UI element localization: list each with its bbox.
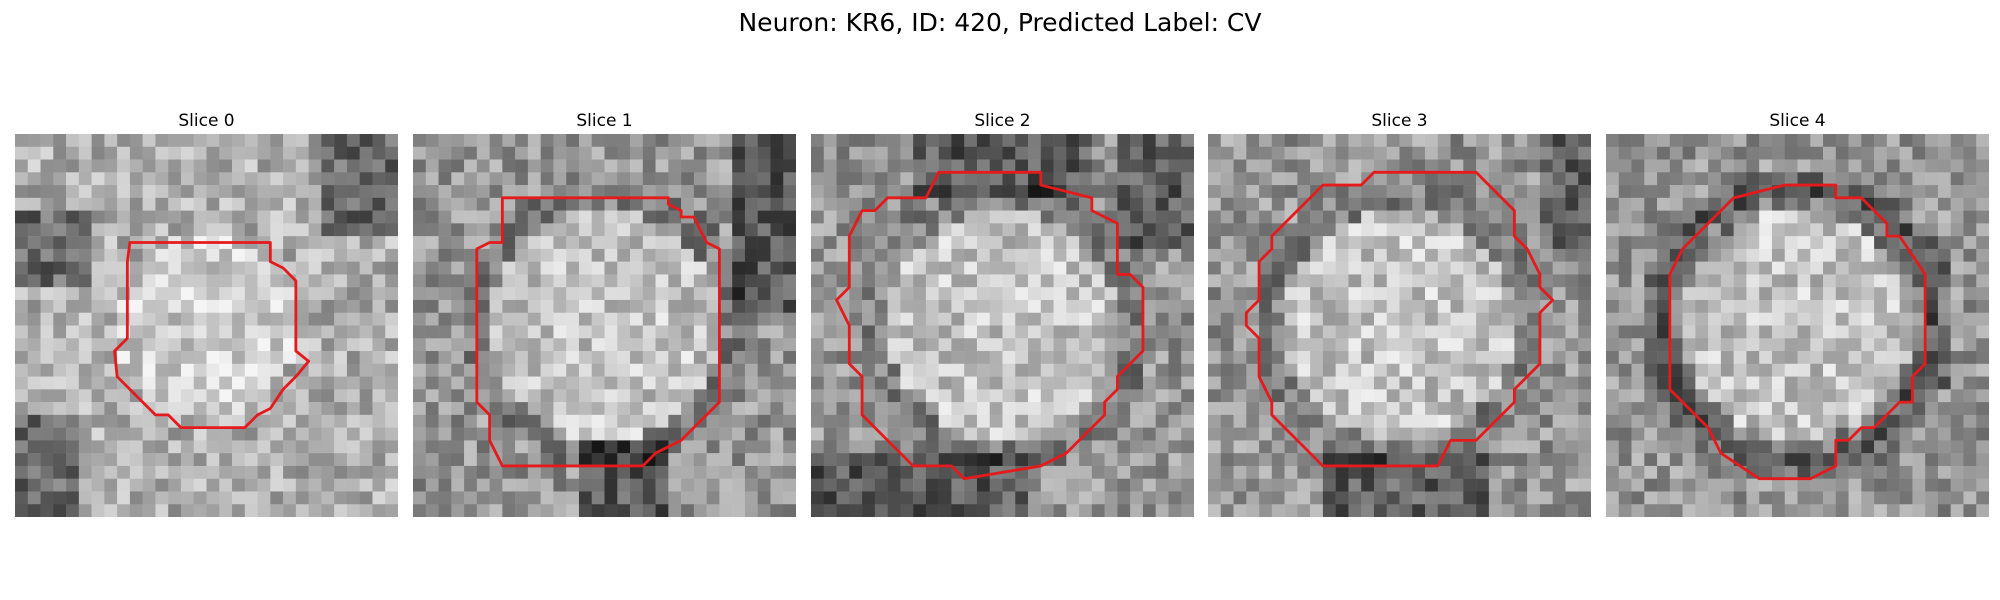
slice-title: Slice 3 — [1371, 111, 1428, 131]
slice-image — [1606, 134, 1989, 517]
slice-panel-0: Slice 0 — [15, 108, 398, 517]
slice-image — [1208, 134, 1591, 517]
slice-panel-2: Slice 2 — [811, 108, 1194, 517]
slice-title: Slice 4 — [1769, 111, 1826, 131]
slice-title: Slice 1 — [576, 111, 633, 131]
segmentation-contour — [835, 170, 1145, 481]
slice-image — [811, 134, 1194, 517]
slice-panel-4: Slice 4 — [1606, 108, 1989, 517]
slice-image — [15, 134, 398, 517]
slice-image — [413, 134, 796, 517]
slice-title: Slice 0 — [178, 111, 235, 131]
segmentation-contour — [1668, 183, 1927, 481]
slice-panel-3: Slice 3 — [1208, 108, 1591, 517]
slice-panel-1: Slice 1 — [413, 108, 796, 517]
segmentation-contour — [1244, 170, 1555, 468]
segmentation-contour — [113, 241, 311, 430]
slice-title: Slice 2 — [974, 111, 1031, 131]
segmentation-contour — [475, 196, 721, 468]
figure-title: Neuron: KR6, ID: 420, Predicted Label: C… — [738, 8, 1262, 37]
